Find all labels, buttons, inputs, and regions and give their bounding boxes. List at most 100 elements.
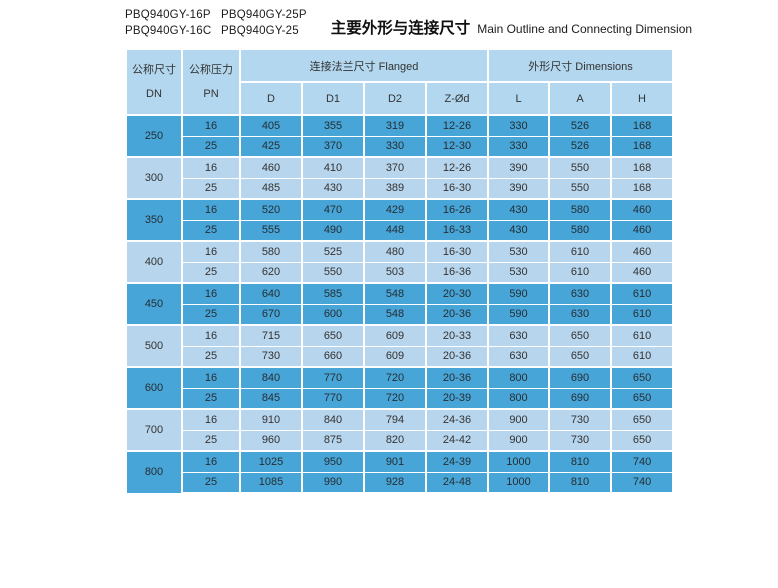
- value-cell: 548: [363, 282, 427, 305]
- table-row-dn700-pn16: 700 16 910 840 794 24-36 900 730 650: [125, 408, 675, 452]
- value-cell: 503: [363, 261, 427, 284]
- value-cell: 530: [487, 261, 550, 284]
- value-cell: 480: [363, 240, 427, 263]
- value-cell: 650: [548, 324, 612, 347]
- pn-cell: 16: [181, 450, 241, 473]
- value-cell: 960: [239, 429, 303, 452]
- pn-cell: 25: [181, 345, 241, 368]
- value-cell: 470: [301, 198, 365, 221]
- value-cell: 24-48: [425, 471, 489, 494]
- value-cell: 640: [239, 282, 303, 305]
- column-header-h: H: [609, 81, 675, 116]
- table-row-dn600-pn16: 600 16 840 770 720 20-36 800 690 650: [125, 366, 675, 410]
- value-cell: 548: [363, 303, 427, 326]
- value-cell: 845: [239, 387, 303, 410]
- value-cell: 901: [363, 450, 427, 473]
- dn-cell: 250: [125, 114, 183, 158]
- value-cell: 609: [363, 345, 427, 368]
- value-cell: 20-33: [425, 324, 489, 347]
- value-cell: 1085: [239, 471, 303, 494]
- table-row-dn700-pn25: 25 960 875 820 24-42 900 730 650: [126, 429, 675, 452]
- value-cell: 610: [609, 345, 675, 368]
- value-cell: 24-36: [425, 408, 489, 431]
- value-cell: 740: [609, 471, 675, 494]
- value-cell: 800: [487, 366, 550, 389]
- value-cell: 720: [363, 366, 427, 389]
- value-cell: 460: [609, 219, 675, 242]
- table-row-dn500-pn16: 500 16 715 650 609 20-33 630 650 610: [125, 324, 675, 368]
- value-cell: 24-42: [425, 429, 489, 452]
- value-cell: 460: [609, 261, 675, 284]
- dimensions-group-header: 外形尺寸 Dimensions: [486, 48, 675, 83]
- dn-cell: 600: [125, 366, 183, 410]
- table-row-dn800-pn16: 800 16 1025 950 901 24-39 1000 810 740: [125, 450, 675, 494]
- table-subheader-row: D D1 D2 Z-Ød L A H: [126, 81, 675, 116]
- value-cell: 390: [487, 177, 550, 200]
- value-cell: 20-39: [425, 387, 489, 410]
- value-cell: 520: [239, 198, 303, 221]
- value-cell: 730: [239, 345, 303, 368]
- table-row-dn500-pn25: 25 730 660 609 20-36 630 650 610: [126, 345, 675, 368]
- value-cell: 355: [301, 114, 365, 137]
- table-row-dn600-pn25: 25 845 770 720 20-39 800 690 650: [126, 387, 675, 410]
- value-cell: 900: [487, 408, 550, 431]
- value-cell: 485: [239, 177, 303, 200]
- value-cell: 610: [548, 261, 612, 284]
- value-cell: 16-33: [425, 219, 489, 242]
- pn-column-header: 公称压力 PN: [181, 48, 241, 116]
- value-cell: 448: [363, 219, 427, 242]
- pn-cell: 16: [181, 114, 241, 137]
- pn-cell: 16: [181, 198, 241, 221]
- table-row-dn350-pn16: 350 16 520 470 429 16-26 430 580 460: [125, 198, 675, 242]
- table-row-dn400-pn25: 25 620 550 503 16-36 530 610 460: [126, 261, 675, 284]
- value-cell: 730: [548, 429, 612, 452]
- value-cell: 12-26: [425, 114, 489, 137]
- product-code: PBQ940GY-16C: [125, 25, 212, 37]
- value-cell: 330: [487, 114, 550, 137]
- value-cell: 630: [548, 303, 612, 326]
- table-row-dn300-pn25: 25 485 430 389 16-30 390 550 168: [126, 177, 675, 200]
- value-cell: 650: [609, 366, 675, 389]
- value-cell: 820: [363, 429, 427, 452]
- pn-cell: 25: [181, 135, 241, 158]
- pn-cell: 25: [181, 471, 241, 494]
- pn-cell: 16: [181, 324, 241, 347]
- page-title-zh: 主要外形与连接尺寸: [330, 20, 471, 37]
- value-cell: 580: [239, 240, 303, 263]
- dn-header-zh: 公称尺寸: [132, 64, 176, 76]
- column-header-a: A: [548, 81, 612, 116]
- dn-cell: 350: [125, 198, 183, 242]
- product-codes: PBQ940GY-16P PBQ940GY-25P PBQ940GY-16C P…: [125, 9, 307, 38]
- value-cell: 430: [487, 198, 550, 221]
- value-cell: 168: [609, 135, 675, 158]
- value-cell: 630: [487, 345, 550, 368]
- value-cell: 928: [363, 471, 427, 494]
- pn-cell: 25: [181, 387, 241, 410]
- value-cell: 740: [609, 450, 675, 473]
- value-cell: 490: [301, 219, 365, 242]
- flanged-group-header: 连接法兰尺寸 Flanged: [239, 48, 489, 83]
- pn-cell: 25: [181, 429, 241, 452]
- pn-header-en: PN: [203, 88, 219, 100]
- product-code: PBQ940GY-16P: [125, 9, 211, 21]
- value-cell: 430: [301, 177, 365, 200]
- value-cell: 660: [301, 345, 365, 368]
- value-cell: 390: [487, 156, 550, 179]
- table-row-dn400-pn16: 400 16 580 525 480 16-30 530 610 460: [125, 240, 675, 284]
- value-cell: 840: [301, 408, 365, 431]
- value-cell: 429: [363, 198, 427, 221]
- dn-cell: 800: [125, 450, 183, 494]
- value-cell: 810: [548, 471, 612, 494]
- value-cell: 590: [487, 303, 550, 326]
- value-cell: 610: [609, 282, 675, 305]
- column-header-d1: D1: [301, 81, 365, 116]
- value-cell: 460: [609, 240, 675, 263]
- value-cell: 1000: [487, 471, 550, 494]
- value-cell: 770: [301, 387, 365, 410]
- value-cell: 950: [301, 450, 365, 473]
- product-code: PBQ940GY-25P: [221, 9, 307, 21]
- value-cell: 555: [239, 219, 303, 242]
- page-title: 主要外形与连接尺寸 Main Outline and Connecting Dim…: [331, 16, 692, 38]
- dimension-table: 公称尺寸 DN 公称压力 PN 连接法兰尺寸 Flanged 外形尺寸 Dime…: [125, 48, 675, 494]
